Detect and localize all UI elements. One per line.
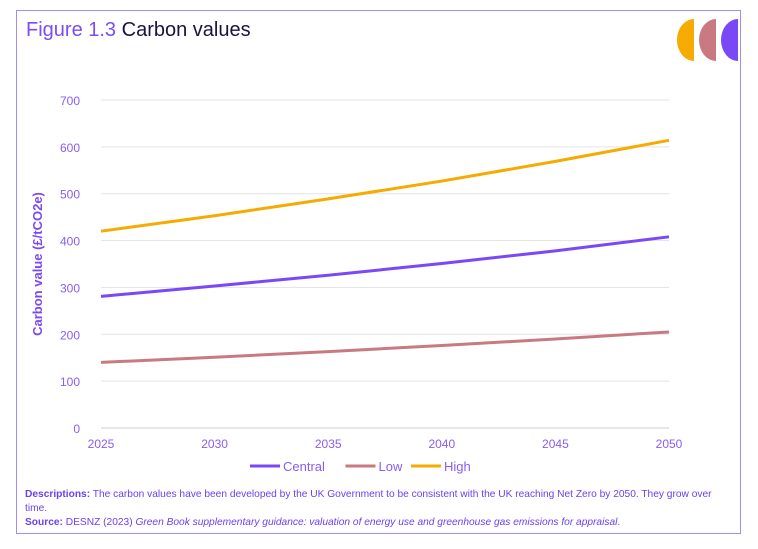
y-tick-label: 0 — [73, 422, 80, 436]
legend-label-central: Central — [283, 459, 325, 474]
x-tick-label: 2050 — [656, 437, 683, 451]
x-tick-label: 2025 — [88, 437, 115, 451]
figure-number: Figure 1.3 — [26, 19, 117, 41]
figure-title: Figure 1.3 Carbon values — [26, 19, 251, 42]
source-title: Green Book supplementary guidance: valua… — [135, 517, 618, 528]
descriptions-label: Descriptions: — [25, 489, 91, 500]
source-citation: DESNZ (2023) — [65, 517, 133, 528]
y-tick-label: 500 — [60, 188, 80, 202]
figure-frame — [16, 10, 741, 534]
legend-label-high: High — [444, 459, 471, 474]
y-tick-label: 400 — [60, 235, 80, 249]
source-label: Source: — [25, 517, 63, 528]
source-end: . — [617, 517, 621, 528]
y-tick-label: 700 — [60, 94, 80, 108]
descriptions-text: The carbon values have been developed by… — [25, 489, 712, 514]
y-axis-label: Carbon value (£/tCO2e) — [30, 192, 45, 336]
y-tick-label: 200 — [60, 328, 80, 342]
legend-label-low: Low — [379, 459, 403, 474]
y-tick-label: 300 — [60, 281, 80, 295]
series-line-low — [100, 330, 670, 364]
logo-icon — [677, 19, 738, 61]
x-tick-label: 2035 — [315, 437, 342, 451]
y-tick-label: 100 — [60, 375, 80, 389]
x-tick-label: 2030 — [201, 437, 228, 451]
x-tick-label: 2040 — [428, 437, 455, 451]
y-tick-label: 600 — [60, 141, 80, 155]
notes: Descriptions: The carbon values have bee… — [25, 488, 735, 530]
x-tick-label: 2045 — [542, 437, 569, 451]
series-line-central — [100, 235, 670, 298]
figure-title-text: Carbon values — [121, 19, 251, 41]
series-line-high — [100, 138, 670, 233]
